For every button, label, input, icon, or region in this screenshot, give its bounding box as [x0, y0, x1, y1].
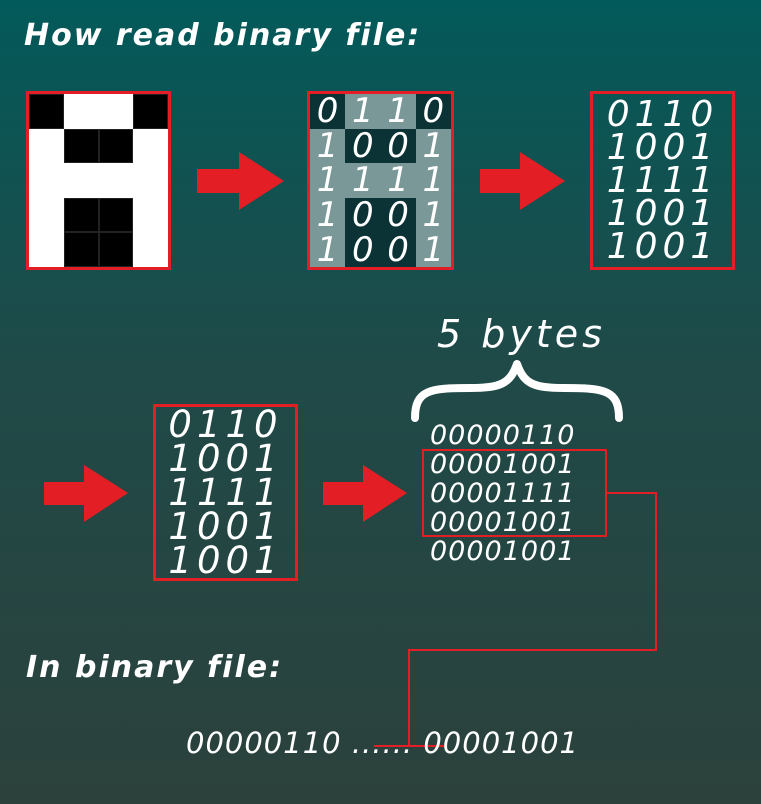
bit-cell: 1 [310, 128, 346, 164]
bit-rows-box: 0110 1001 1111 1001 1001 [153, 404, 298, 581]
bit-cell: 1 [415, 197, 451, 233]
bit-row: 1111 [168, 470, 283, 514]
section-subtitle: In binary file: [26, 650, 284, 685]
bit-row: 1001 [168, 538, 283, 582]
curly-brace-icon [411, 360, 623, 422]
pixel-white [133, 232, 168, 267]
bytes-label: 5 bytes [437, 312, 606, 356]
pixel-black [98, 232, 134, 267]
ellipsis-dots: ...... [351, 726, 414, 760]
bit-row: 1001 [168, 436, 283, 480]
byte-value: 00000110 [430, 420, 576, 451]
bit-cell: 1 [415, 128, 451, 164]
bit-row: 1111 [606, 160, 719, 201]
pixel-black [133, 94, 168, 129]
pixel-black [98, 128, 134, 164]
bit-cell: 1 [380, 163, 416, 198]
bit-cell: 1 [310, 163, 346, 198]
bit-row: 1001 [606, 226, 719, 267]
pixel-black [63, 128, 99, 164]
arrow-right-icon [323, 465, 407, 522]
byte-value: 00001001 [430, 449, 576, 480]
arrow-right-icon [197, 152, 284, 210]
bit-cell: 0 [345, 128, 381, 164]
bit-cell: 1 [310, 232, 346, 267]
bit-cell: 1 [380, 94, 416, 129]
pixel-white [98, 163, 134, 198]
pixel-white [63, 163, 99, 198]
bit-row: 1001 [168, 504, 283, 548]
bytes-highlight-box [422, 449, 607, 537]
bit-rows-box: 0110 1001 1111 1001 1001 [590, 91, 735, 270]
bit-cell: 1 [415, 232, 451, 267]
bit-row: 0110 [606, 94, 719, 135]
pixel-white [98, 94, 134, 129]
pixel-white [133, 197, 168, 233]
arrow-right-icon [480, 152, 565, 210]
bit-row: 1001 [606, 193, 719, 234]
first-byte: 00000110 [186, 726, 342, 760]
bit-cell: 0 [310, 94, 346, 129]
pixel-black [98, 197, 134, 233]
bit-row: 1001 [606, 127, 719, 168]
bit-cell: 0 [380, 197, 416, 233]
pixel-black [63, 197, 99, 233]
pixel-white [63, 94, 99, 129]
pixel-white [29, 197, 64, 233]
pixel-white [133, 163, 168, 198]
pixel-white [29, 232, 64, 267]
byte-value: 00001001 [430, 536, 576, 567]
bit-cell: 1 [345, 163, 381, 198]
last-byte: 00001001 [423, 726, 579, 760]
pixel-image [26, 91, 171, 270]
pixel-black [29, 94, 64, 129]
bit-cell: 1 [415, 163, 451, 198]
bit-cell: 0 [380, 128, 416, 164]
arrow-right-icon [44, 465, 128, 522]
bit-cell: 0 [415, 94, 451, 129]
bit-cell: 0 [345, 197, 381, 233]
pixel-black [63, 232, 99, 267]
binary-file-line: 00000110 ...... 00001001 [186, 726, 579, 760]
pixel-white [29, 128, 64, 164]
diagram-title: How read binary file: [24, 18, 422, 53]
pixel-white [29, 163, 64, 198]
bit-cell: 0 [345, 232, 381, 267]
pixel-white [133, 128, 168, 164]
bit-cell: 1 [345, 94, 381, 129]
bit-row: 0110 [168, 402, 283, 446]
bit-cell: 1 [310, 197, 346, 233]
bit-cell: 0 [380, 232, 416, 267]
